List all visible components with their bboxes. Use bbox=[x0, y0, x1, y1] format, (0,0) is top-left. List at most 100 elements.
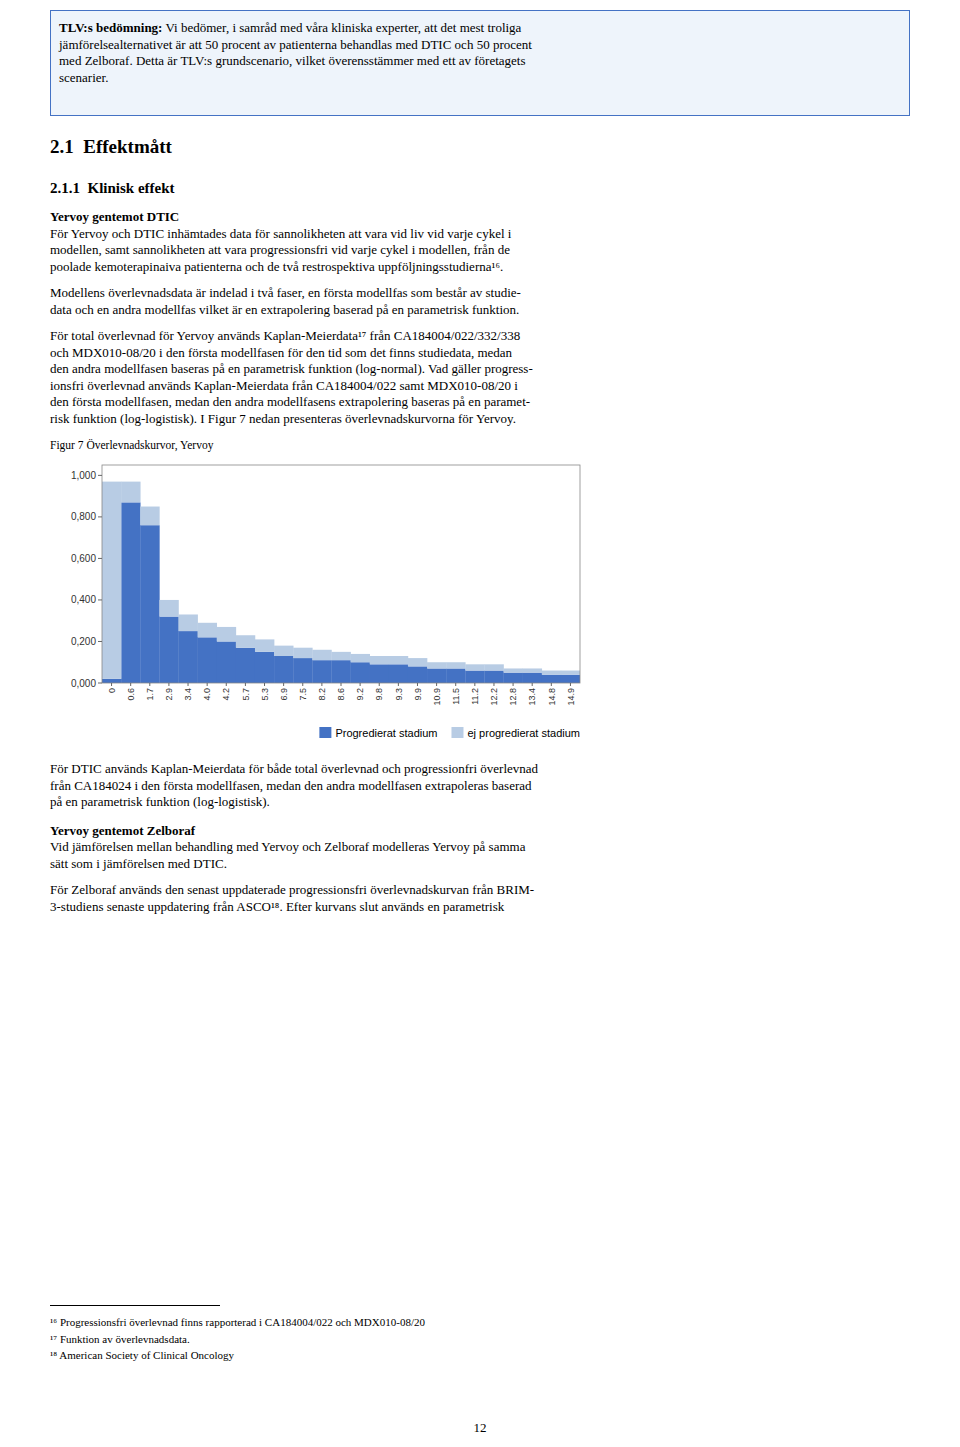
heading: 2.1.1 Klinisk effekt bbox=[50, 180, 910, 197]
text-line: med Zelboraf. Detta är TLV:s grundscenar… bbox=[59, 53, 901, 70]
area-step bbox=[159, 600, 178, 617]
x-tick-label: 9.2 bbox=[355, 688, 365, 701]
footnote-list: ¹⁶ Progressionsfri överlevnad finns rapp… bbox=[50, 1314, 910, 1364]
legend: Progredierat stadiumej progredierat stad… bbox=[319, 727, 580, 739]
area-step bbox=[159, 617, 178, 683]
x-tick bbox=[474, 683, 475, 686]
area-step bbox=[102, 482, 121, 679]
area-step bbox=[484, 664, 503, 670]
bold-text: TLV:s bedömning: bbox=[59, 20, 162, 35]
y-tick bbox=[98, 516, 102, 517]
area-step bbox=[389, 656, 408, 664]
area-step bbox=[561, 675, 580, 683]
legend-swatch bbox=[451, 727, 463, 738]
footnote: ¹⁶ Progressionsfri överlevnad finns rapp… bbox=[50, 1314, 910, 1331]
area-step bbox=[274, 646, 293, 656]
text-line: data och en andra modellfas vilket är en… bbox=[50, 302, 910, 319]
area-step bbox=[504, 668, 523, 672]
x-tick-label: 10.9 bbox=[432, 688, 442, 706]
area-step bbox=[351, 654, 370, 662]
text-line: sätt som i jämförelsen med DTIC. bbox=[50, 856, 910, 873]
area-step bbox=[465, 671, 484, 683]
x-tick-label: 5.3 bbox=[260, 688, 270, 701]
y-tick-label: 1,000 bbox=[71, 470, 96, 481]
area-step bbox=[198, 637, 217, 683]
x-tick-label: 1.7 bbox=[145, 688, 155, 701]
x-tick-label: 14.9 bbox=[566, 688, 576, 706]
text-line: För total överlevnad för Yervoy används … bbox=[50, 328, 910, 345]
x-tick bbox=[455, 683, 456, 686]
y-tick-label: 0,200 bbox=[71, 636, 96, 647]
area-step bbox=[121, 502, 140, 683]
y-tick bbox=[98, 558, 102, 559]
area-step bbox=[446, 668, 465, 683]
text-line: För DTIC används Kaplan-Meierdata för bå… bbox=[50, 761, 910, 778]
x-tick-label: 13.4 bbox=[527, 688, 537, 706]
x-tick-label: 8.2 bbox=[317, 688, 327, 701]
page-number: 12 bbox=[0, 1420, 960, 1436]
x-tick-label: 6.9 bbox=[279, 688, 289, 701]
assessment-box: TLV:s bedömning: Vi bedömer, i samråd me… bbox=[50, 10, 910, 116]
subheading: Yervoy gentemot Zelboraf bbox=[50, 823, 910, 840]
y-tick bbox=[98, 475, 102, 476]
x-tick-label: 4.2 bbox=[221, 688, 231, 701]
x-tick bbox=[130, 683, 131, 686]
plot-frame bbox=[102, 465, 580, 683]
area-step bbox=[389, 664, 408, 683]
x-tick bbox=[398, 683, 399, 686]
x-tick bbox=[321, 683, 322, 686]
x-tick bbox=[188, 683, 189, 686]
x-tick bbox=[493, 683, 494, 686]
area-step bbox=[331, 660, 350, 683]
paragraph: För Yervoy och DTIC inhämtades data för … bbox=[50, 226, 910, 276]
footnote: ¹⁸ American Society of Clinical Oncology bbox=[50, 1347, 910, 1364]
area-step bbox=[217, 641, 236, 683]
x-tick bbox=[436, 683, 437, 686]
x-tick-label: 3.4 bbox=[183, 688, 193, 701]
area-step bbox=[178, 631, 197, 683]
x-tick-label: 9.3 bbox=[394, 688, 404, 701]
x-tick bbox=[532, 683, 533, 686]
y-tick bbox=[98, 683, 102, 684]
y-tick-label: 0,800 bbox=[71, 511, 96, 522]
x-tick bbox=[264, 683, 265, 686]
footnote: ¹⁷ Funktion av överlevnadsdata. bbox=[50, 1331, 910, 1348]
x-tick-label: 11.5 bbox=[451, 688, 461, 705]
x-tick bbox=[226, 683, 227, 686]
text-line: Modellens överlevnadsdata är indelad i t… bbox=[50, 285, 910, 302]
paragraph: För Zelboraf används den senast uppdater… bbox=[50, 882, 910, 915]
x-tick bbox=[283, 683, 284, 686]
x-tick-label: 14.8 bbox=[547, 688, 557, 706]
text-line: den första modellfasen, medan den andra … bbox=[50, 394, 910, 411]
area-step bbox=[523, 673, 542, 683]
area-step bbox=[140, 507, 159, 526]
area-step bbox=[312, 650, 331, 660]
x-tick bbox=[302, 683, 303, 686]
text-line: jämförelsealternativet är att 50 procent… bbox=[59, 37, 901, 54]
x-tick-label: 0 bbox=[107, 688, 117, 693]
area-step bbox=[370, 656, 389, 664]
x-tick bbox=[551, 683, 552, 686]
area-step bbox=[408, 658, 427, 666]
x-tick bbox=[360, 683, 361, 686]
area-step bbox=[542, 675, 561, 683]
area-step bbox=[236, 648, 255, 683]
text-line: risk funktion (log-logistisk). I Figur 7… bbox=[50, 411, 910, 428]
paragraph: Modellens överlevnadsdata är indelad i t… bbox=[50, 285, 910, 318]
text-line: För Zelboraf används den senast uppdater… bbox=[50, 882, 910, 899]
area-step bbox=[198, 623, 217, 638]
y-tick-label: 0,400 bbox=[71, 594, 96, 605]
x-tick bbox=[168, 683, 169, 686]
area-step bbox=[427, 662, 446, 668]
x-tick-label: 7.5 bbox=[298, 688, 308, 701]
chart: 0,0000,2000,4000,6000,8001,00000.61.72.9… bbox=[50, 457, 590, 751]
area-step bbox=[561, 671, 580, 675]
y-tick bbox=[98, 599, 102, 600]
y-tick bbox=[98, 641, 102, 642]
text-line: och MDX010-08/20 i den första modellfase… bbox=[50, 345, 910, 362]
text-line: på en parametrisk funktion (log-logistis… bbox=[50, 794, 910, 811]
x-tick-label: 9.9 bbox=[413, 688, 423, 701]
x-tick bbox=[417, 683, 418, 686]
page: TLV:s bedömning: Vi bedömer, i samråd me… bbox=[50, 0, 910, 915]
text-line: scenarier. bbox=[59, 70, 901, 87]
